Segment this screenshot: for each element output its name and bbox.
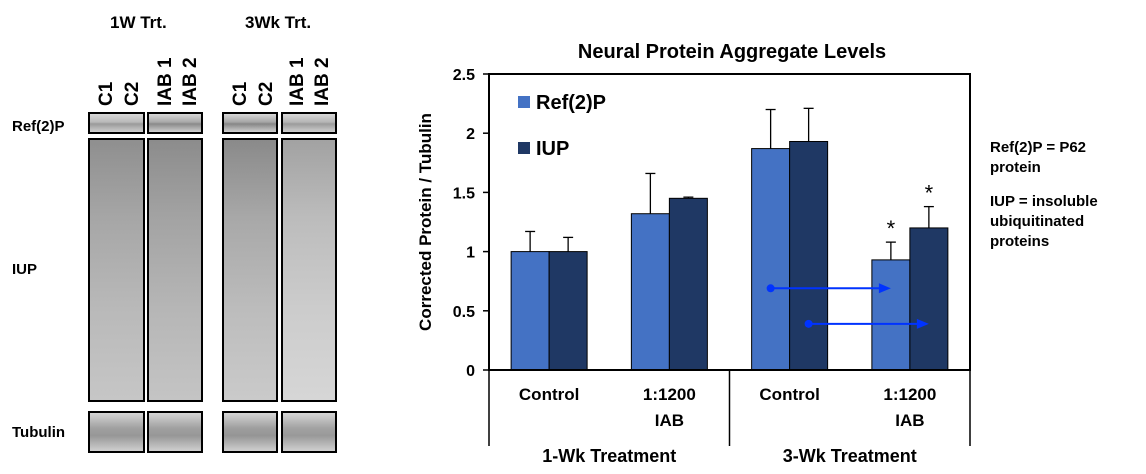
legend-label: IUP — [536, 138, 569, 160]
ref2p-band-strip — [281, 112, 337, 134]
bar-ref2p — [630, 213, 670, 371]
note-iup-line: proteins — [990, 233, 1050, 250]
note-iup-line: ubiquitinated — [990, 213, 1085, 230]
bar-iup — [548, 251, 588, 371]
ref2p-band-strip — [147, 112, 203, 134]
row-label-tubulin: Tubulin — [12, 424, 66, 441]
ref2p-band-strip — [222, 112, 278, 134]
bar-ref2p — [510, 251, 550, 371]
row-label-ref2p: Ref(2)P — [12, 118, 65, 135]
y-axis-label: Corrected Protein / Tubulin — [416, 113, 435, 331]
iup-smear-strip — [147, 138, 203, 402]
tubulin-band-strip — [281, 411, 337, 453]
x-category-label: Control — [759, 385, 819, 404]
y-tick-label: 2 — [466, 126, 475, 143]
x-category-label: Control — [519, 385, 579, 404]
row-label-iup: IUP — [12, 261, 38, 278]
blot-header-1w: 1W Trt. — [110, 13, 167, 32]
ref2p-band-strip — [88, 112, 145, 134]
tubulin-band-strip — [147, 411, 203, 453]
x-category-label: 1:1200 — [883, 385, 936, 404]
tubulin-band-strip — [222, 411, 278, 453]
note-ref2p-line: Ref(2)P = P62 — [990, 139, 1087, 156]
legend-swatch-ref2p — [518, 96, 530, 108]
x-category-label: 1:1200 — [643, 385, 696, 404]
iup-smear-strip — [88, 138, 145, 402]
x-group-label: 3-Wk Treatment — [783, 446, 917, 466]
iup-smear-strip — [281, 138, 337, 402]
note-ref2p: Ref(2)P = P62 protein — [990, 138, 1086, 178]
y-tick-label: 0.5 — [453, 304, 475, 321]
y-tick-label: 1 — [466, 245, 475, 262]
note-iup: IUP = insoluble ubiquitinated proteins — [990, 192, 1098, 252]
x-category-label: IAB — [655, 411, 684, 430]
significance-mark: * — [925, 181, 934, 206]
y-tick-label: 1.5 — [453, 185, 475, 202]
iup-smear-strip — [222, 138, 278, 402]
arrow-head — [916, 318, 929, 329]
note-iup-line: IUP = insoluble — [990, 193, 1098, 210]
bar-ref2p — [751, 148, 791, 371]
bar-iup — [668, 197, 708, 371]
y-tick-label: 0 — [466, 363, 475, 380]
x-group-label: 1-Wk Treatment — [542, 446, 676, 466]
legend-swatch-iup — [518, 142, 530, 154]
tubulin-band-strip — [88, 411, 145, 453]
legend-label: Ref(2)P — [536, 92, 606, 114]
bar-ref2p — [871, 259, 911, 371]
significance-mark: * — [887, 216, 896, 241]
blot-header-3wk: 3Wk Trt. — [245, 13, 312, 32]
x-category-label: IAB — [895, 411, 924, 430]
y-tick-label: 2.5 — [453, 67, 475, 84]
bar-iup — [909, 227, 949, 371]
note-ref2p-line: protein — [990, 159, 1041, 176]
chart-title: Neural Protein Aggregate Levels — [578, 41, 886, 63]
arrow-head — [878, 283, 891, 294]
bar-iup — [789, 140, 829, 371]
